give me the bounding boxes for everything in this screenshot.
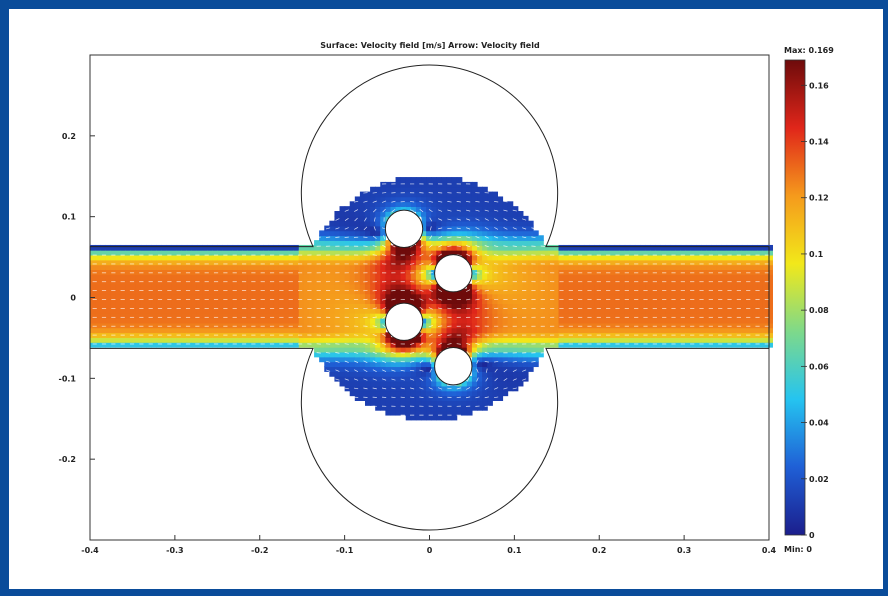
y-tick-label: 0.1 (62, 213, 77, 222)
obstacle-2 (434, 254, 473, 293)
x-tick-label: 0.1 (507, 546, 522, 555)
colorbar-tick-label: 0 (809, 531, 815, 540)
geometry-outline (89, 64, 770, 531)
x-axis: -0.4 -0.3 -0.2 -0.1 0 0.1 0.2 0.3 0.4 (81, 535, 777, 555)
colorbar-tick-label: 0.04 (809, 419, 829, 428)
y-tick-label: -0.1 (59, 374, 77, 383)
y-tick-label: 0.2 (62, 132, 76, 141)
y-tick-label: -0.2 (59, 455, 77, 464)
colorbar-tick-label: 0.1 (809, 250, 824, 259)
x-tick-label: 0 (427, 546, 433, 555)
x-tick-label: -0.4 (81, 546, 99, 555)
velocity-arrows (92, 183, 769, 416)
colorbar-tick-label: 0.12 (809, 194, 829, 203)
colorbar-tick-label: 0.06 (809, 362, 829, 371)
colorbar-min-label: Min: 0 (784, 545, 812, 554)
colorbar: Max: 0.169 Min: 0 0.16 0.14 0.12 0.1 0.08 0.0… (784, 46, 834, 554)
y-axis: 0.2 0.1 0 -0.1 -0.2 (59, 132, 95, 464)
colorbar-tick-label: 0.08 (809, 306, 829, 315)
chart-title: Surface: Velocity field [m/s] Arrow: Vel… (320, 41, 540, 50)
obstacle-3 (384, 302, 424, 341)
colorbar-tick-label: 0.02 (809, 475, 829, 484)
x-tick-label: 0.3 (677, 546, 691, 555)
x-tick-label: 0.2 (592, 546, 606, 555)
x-tick-label: -0.2 (251, 546, 269, 555)
colorbar-tick-label: 0.14 (809, 138, 829, 147)
x-tick-label: 0.4 (762, 546, 777, 555)
colorbar-max-label: Max: 0.169 (784, 46, 834, 55)
colorbar-gradient (784, 59, 806, 536)
obstacle-4 (434, 347, 473, 386)
x-tick-label: -0.3 (166, 546, 184, 555)
colorbar-tick-label: 0.16 (809, 81, 829, 90)
obstacle-1 (384, 209, 424, 248)
y-tick-label: 0 (70, 294, 76, 303)
x-tick-label: -0.1 (336, 546, 354, 555)
velocity-field-surface (90, 177, 773, 421)
